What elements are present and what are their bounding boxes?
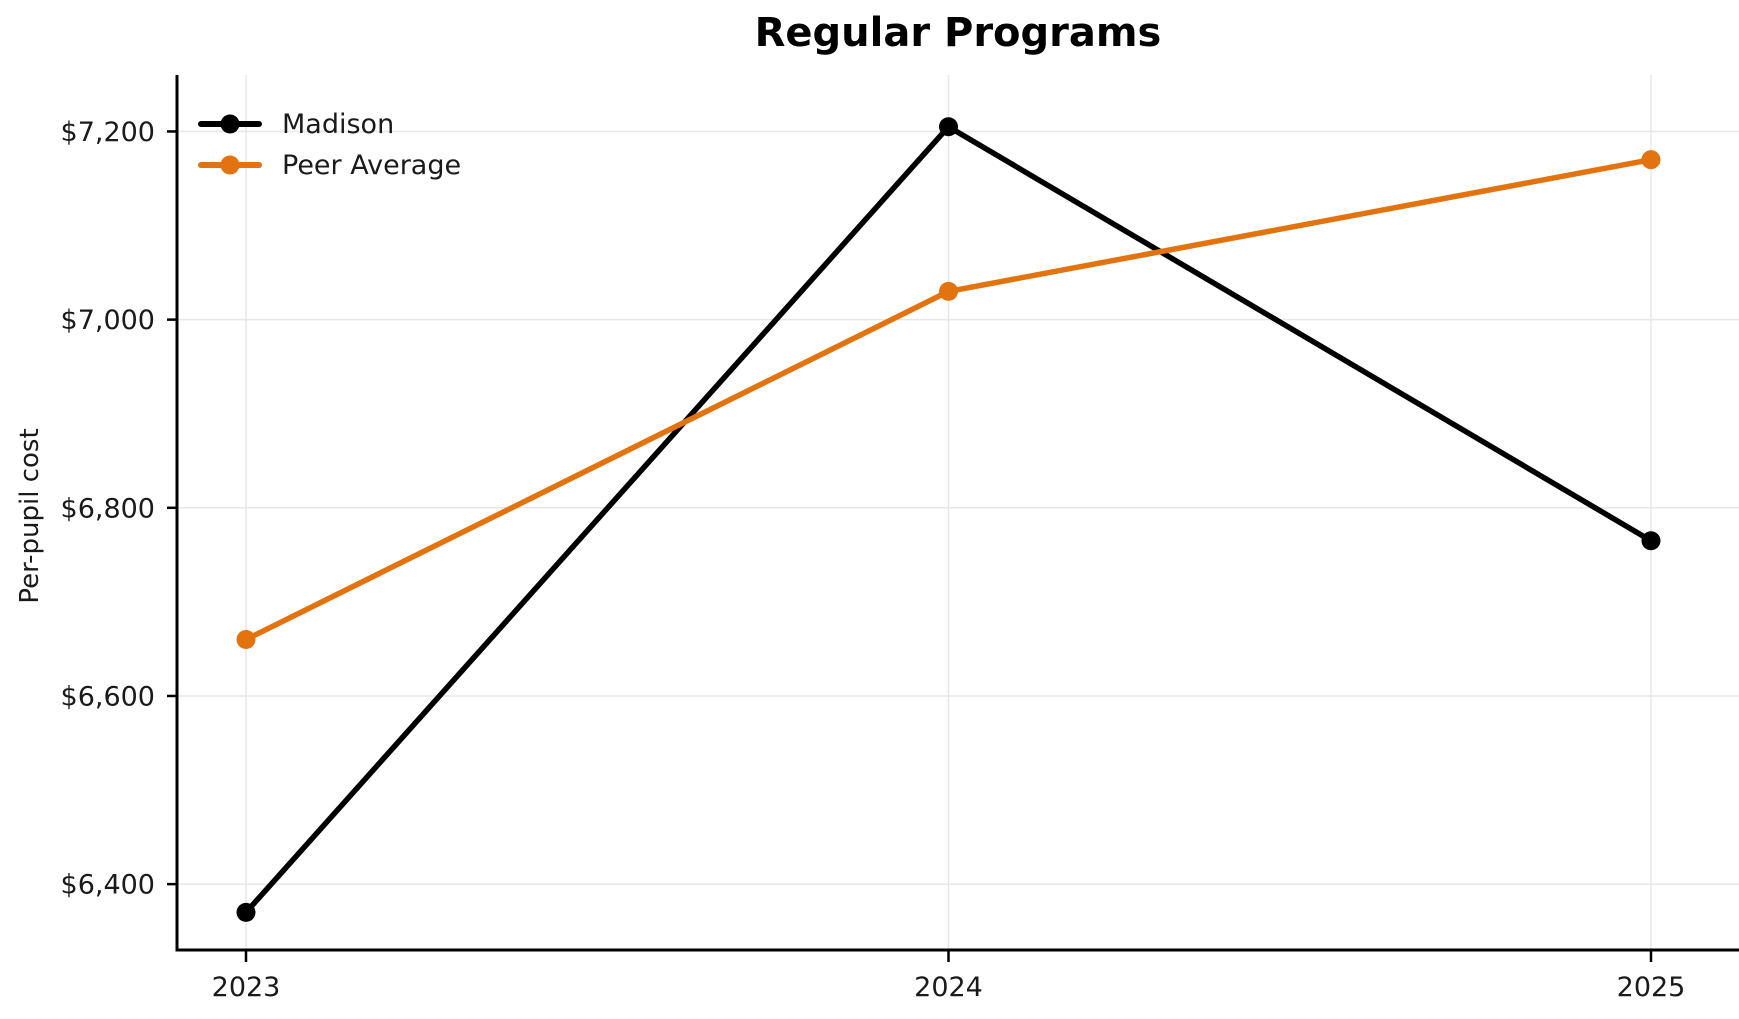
chart-title: Regular Programs [754,10,1162,56]
y-tick-label: $6,400 [61,870,155,901]
x-tick-label: 2023 [212,972,281,1003]
legend-item-peer-average: Peer Average [198,147,461,183]
data-point-peer-average-2024 [939,281,958,301]
legend-item-madison: Madison [198,106,461,142]
data-point-peer-average-2023 [236,630,256,650]
y-tick-label: $7,200 [61,117,155,148]
data-point-madison-2025 [1641,531,1661,551]
peer-average-marker-icon [220,155,240,175]
legend: Madison Peer Average [198,106,461,183]
x-tick-label: 2024 [914,972,983,1003]
madison-marker-icon [220,114,240,134]
madison-line-swatch-icon [198,114,262,134]
legend-label-peer-average: Peer Average [282,149,462,181]
x-tick-label: 2025 [1617,972,1686,1003]
y-tick-label: $6,800 [61,493,155,524]
y-tick-label: $7,000 [61,305,155,336]
data-point-madison-2023 [236,902,256,922]
data-point-peer-average-2025 [1641,150,1661,170]
y-tick-label: $6,600 [61,681,155,712]
legend-label-madison: Madison [282,108,395,140]
peer-average-line-swatch-icon [198,155,262,175]
data-point-madison-2024 [939,117,958,137]
